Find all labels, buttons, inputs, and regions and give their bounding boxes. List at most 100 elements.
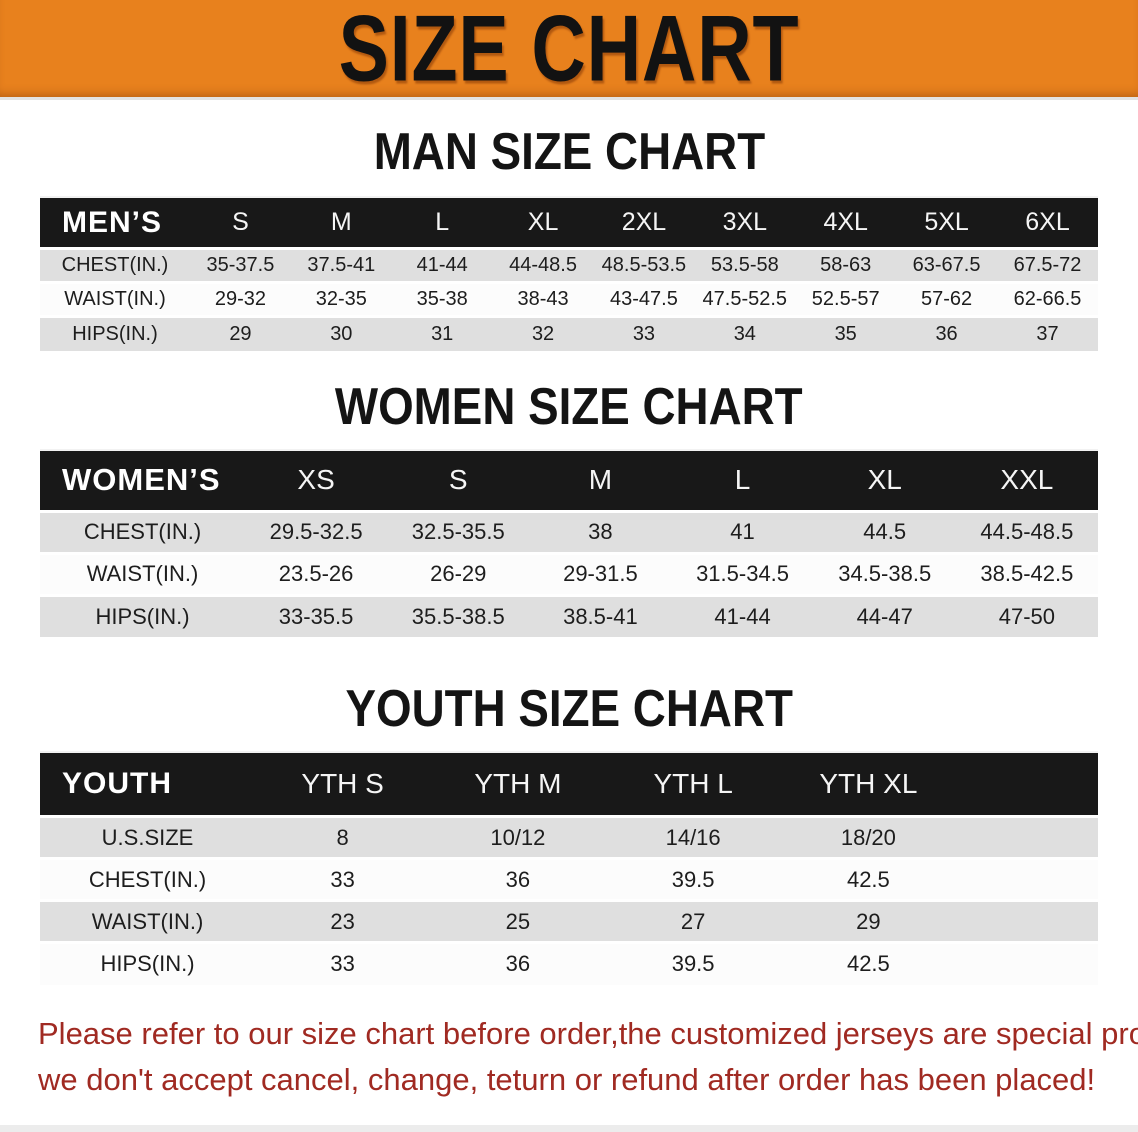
row-label: HIPS(IN.) — [95, 603, 190, 629]
size-cell: 38-43 — [517, 288, 569, 310]
size-cell: 36 — [505, 866, 531, 892]
row-label: CHEST(IN.) — [61, 254, 169, 276]
size-cell: 44.5 — [863, 519, 907, 544]
column-header: 6XL — [1025, 208, 1070, 236]
size-cell: 29-32 — [214, 288, 267, 310]
size-cell: 37 — [1036, 322, 1059, 345]
size-cell: 35-38 — [416, 288, 468, 310]
disclaimer-line-2: we don't accept cancel, change, teturn o… — [38, 1061, 1096, 1097]
size-cell: 36 — [505, 951, 531, 977]
column-header: YTH S — [301, 768, 384, 799]
size-cell: 25 — [505, 908, 531, 934]
size-cell: 29 — [229, 322, 252, 345]
spacer-cell — [956, 943, 1098, 985]
size-cell: 57-62 — [920, 288, 973, 310]
size-cell: 35.5-38.5 — [411, 603, 505, 629]
size-cell: 8 — [336, 824, 349, 850]
size-cell: 27 — [680, 908, 706, 934]
table-row: WAIST(IN.) 29-32 32-35 35-38 38-43 43-47.5 47.… — [40, 282, 1098, 317]
size-chart-banner: SIZE CHART — [0, 0, 1138, 100]
size-cell: 52.5-57 — [811, 288, 880, 310]
size-cell: 39.5 — [671, 951, 715, 977]
size-cell: 58-63 — [820, 254, 872, 276]
size-cell: 47.5-52.5 — [702, 288, 788, 310]
size-cell: 33 — [632, 322, 656, 345]
column-header: 2XL — [621, 208, 667, 236]
youth-size-table: YOUTH YTH S YTH M YTH L YTH XL U.S.SIZE 8 10/12… — [40, 751, 1098, 985]
size-cell: 18/20 — [840, 824, 896, 850]
column-header: S — [448, 464, 468, 495]
table-row: CHEST(IN.) 29.5-32.5 32.5-35.5 38 41 44.5 44.5… — [40, 511, 1098, 553]
size-cell: 53.5-58 — [710, 254, 779, 276]
size-cell: 32-35 — [315, 288, 367, 310]
size-cell: 33 — [330, 866, 355, 892]
size-cell: 62-66.5 — [1013, 288, 1082, 310]
youth-section-heading-text: YOUTH SIZE CHART — [345, 680, 793, 738]
row-label: CHEST(IN.) — [83, 519, 202, 544]
table-row: CHEST(IN.) 33 36 39.5 42.5 — [40, 858, 1098, 901]
size-cell: 33 — [330, 951, 355, 977]
disclaimer-note: Please refer to our size chart before or… — [38, 1011, 1138, 1103]
row-label: HIPS(IN.) — [100, 951, 195, 977]
column-header: 4XL — [823, 208, 868, 236]
row-label: U.S.SIZE — [101, 824, 194, 850]
table-header-row: YOUTH YTH S YTH M YTH L YTH XL — [40, 752, 1098, 817]
bottom-edge-strip — [0, 1125, 1138, 1132]
women-section-heading: WOMEN SIZE CHART — [0, 381, 1138, 433]
spacer-cell — [956, 859, 1098, 901]
size-cell: 38.5-42.5 — [980, 561, 1074, 586]
size-cell: 41-44 — [714, 603, 771, 629]
size-cell: 23.5-26 — [278, 561, 354, 586]
size-cell: 34.5-38.5 — [838, 561, 932, 586]
table-corner-label: MEN’S — [62, 205, 163, 239]
size-cell: 67.5-72 — [1013, 254, 1082, 276]
size-table: WOMEN’S XS S M L XL XXL CHEST(IN.) 29.5-32.5 32.5… — [40, 448, 1098, 637]
size-cell: 41 — [730, 519, 755, 544]
spacer-cell — [956, 817, 1098, 859]
column-header: XS — [297, 464, 335, 495]
women-size-table: WOMEN’S XS S M L XL XXL CHEST(IN.) 29.5-32.5 32.5… — [40, 448, 1098, 637]
size-cell: 29 — [856, 908, 881, 934]
table-row: CHEST(IN.) 35-37.5 37.5-41 41-44 44-48.5 48.5… — [40, 248, 1098, 283]
size-cell: 37.5-41 — [307, 254, 376, 276]
column-header: 3XL — [722, 208, 768, 236]
men-size-table: MEN’S S M L XL 2XL 3XL 4XL 5XL 6XL CHEST(IN.) 35-37… — [40, 196, 1098, 351]
row-label: CHEST(IN.) — [88, 866, 207, 892]
size-cell: 38.5-41 — [563, 603, 638, 629]
size-cell: 39.5 — [671, 866, 715, 892]
size-cell: 44-47 — [856, 603, 913, 629]
row-label: WAIST(IN.) — [91, 908, 204, 934]
column-header: XXL — [1000, 464, 1054, 495]
row-label: WAIST(IN.) — [64, 288, 166, 310]
size-cell: 34 — [733, 322, 756, 345]
size-cell: 48.5-53.5 — [601, 254, 687, 276]
spacer-cell — [956, 901, 1098, 943]
table-row: U.S.SIZE 8 10/12 14/16 18/20 — [40, 816, 1098, 859]
size-cell: 43-47.5 — [610, 288, 678, 310]
men-section-heading: MAN SIZE CHART — [0, 126, 1138, 178]
size-cell: 32.5-35.5 — [411, 519, 505, 544]
column-header: L — [435, 208, 450, 236]
size-cell: 47-50 — [998, 603, 1056, 629]
column-header: YTH XL — [819, 768, 918, 799]
table-row: HIPS(IN.) 29 30 31 32 33 34 35 36 37 — [40, 316, 1098, 351]
size-cell: 38 — [588, 519, 613, 544]
table-row: HIPS(IN.) 33 36 39.5 42.5 — [40, 942, 1098, 985]
size-cell: 44.5-48.5 — [980, 519, 1074, 544]
table-header-row: MEN’S S M L XL 2XL 3XL 4XL 5XL 6XL — [40, 197, 1098, 249]
banner-title: SIZE CHART — [338, 0, 800, 101]
column-header: YTH L — [653, 768, 733, 799]
column-header: S — [232, 208, 249, 236]
size-cell: 36 — [935, 322, 958, 345]
spacer-cell — [956, 752, 1098, 817]
size-cell: 33-35.5 — [278, 603, 354, 629]
size-cell: 10/12 — [490, 824, 546, 850]
row-label: HIPS(IN.) — [72, 322, 158, 345]
column-header: M — [588, 464, 613, 495]
size-cell: 44-48.5 — [509, 254, 577, 276]
size-cell: 31.5-34.5 — [696, 561, 790, 586]
disclaimer-line-1: Please refer to our size chart before or… — [38, 1015, 1138, 1051]
table-header-row: WOMEN’S XS S M L XL XXL — [40, 449, 1098, 511]
size-cell: 23 — [330, 908, 355, 934]
table-corner-label: WOMEN’S — [62, 462, 221, 497]
